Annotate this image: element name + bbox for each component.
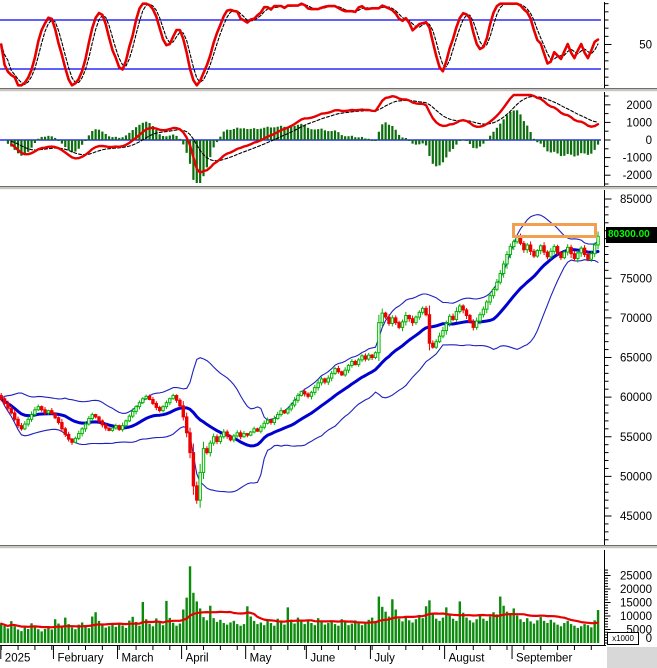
annotation-rectangle[interactable]: [512, 223, 597, 238]
month-label: May: [250, 653, 272, 665]
volume-unit-label: x1000: [607, 632, 639, 645]
time-axis: 2025 February March April May June July August S…: [0, 645, 657, 668]
svg-text:10000: 10000: [620, 611, 652, 623]
candles: [0, 231, 600, 508]
axis-corner-spacer: [607, 647, 657, 668]
volume-bars: [0, 566, 600, 643]
month-label: June: [310, 653, 335, 665]
svg-text:85000: 85000: [620, 194, 652, 206]
svg-text:-2000: -2000: [623, 170, 652, 182]
time-axis-scale: 2025 February March April May June July August S…: [0, 645, 606, 665]
month-label: September: [516, 653, 572, 665]
month-label: April: [186, 653, 209, 665]
month-label: 2025: [5, 653, 31, 665]
svg-text:60000: 60000: [620, 392, 652, 404]
svg-text:-1000: -1000: [623, 153, 652, 165]
stochastic-chart[interactable]: 50: [0, 0, 657, 88]
svg-text:15000: 15000: [620, 598, 652, 610]
month-label: February: [57, 653, 103, 665]
svg-text:70000: 70000: [620, 313, 652, 325]
price-panel[interactable]: 4500050000550006000065000700007500080000…: [0, 190, 657, 545]
svg-text:75000: 75000: [620, 273, 652, 285]
volume-panel[interactable]: 0 5000 10000 15000 20000 25000: [0, 550, 657, 645]
stochastic-panel[interactable]: 50: [0, 0, 657, 88]
panel-separator[interactable]: [0, 88, 657, 92]
macd-panel[interactable]: -2000 -1000 0 1000 2000: [0, 92, 657, 186]
svg-text:20000: 20000: [620, 584, 652, 596]
svg-text:2000: 2000: [626, 100, 652, 112]
svg-text:0: 0: [646, 135, 652, 147]
candlestick-chart[interactable]: 4500050000550006000065000700007500080000…: [0, 190, 657, 545]
macd-histogram: [6, 110, 600, 183]
svg-text:1000: 1000: [626, 117, 652, 129]
svg-text:25000: 25000: [620, 571, 652, 583]
svg-text:50: 50: [639, 40, 652, 52]
month-label: August: [449, 653, 486, 665]
panel-separator[interactable]: [0, 545, 657, 549]
month-label: July: [374, 653, 395, 665]
macd-chart[interactable]: -2000 -1000 0 1000 2000: [0, 92, 657, 186]
svg-text:55000: 55000: [620, 432, 652, 444]
svg-text:50000: 50000: [620, 471, 652, 483]
current-price-badge: 80300.00: [606, 227, 657, 243]
svg-text:65000: 65000: [620, 353, 652, 365]
month-label: March: [122, 653, 154, 665]
svg-text:45000: 45000: [620, 511, 652, 523]
svg-text:0: 0: [646, 633, 652, 645]
panel-separator[interactable]: [0, 186, 657, 190]
